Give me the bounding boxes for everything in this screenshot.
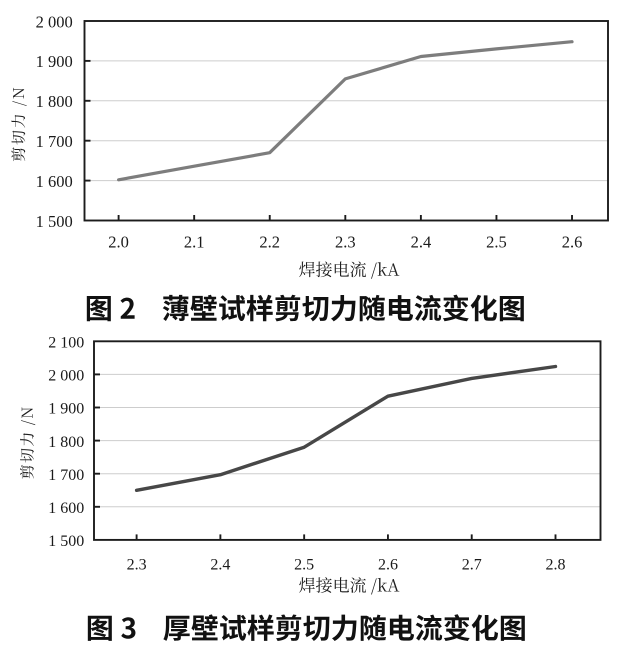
x-tick-label: 2.8 — [546, 557, 566, 574]
y-tick-label: 1 700 — [36, 132, 73, 151]
data-series-line — [134, 364, 558, 493]
x-tick-labels: 2.0 2.1 2.2 2.3 2.4 2.5 2.6 — [108, 232, 582, 251]
plot-frame — [83, 20, 609, 222]
x-tick-label: 2.3 — [127, 557, 147, 574]
x-tick-label: 2.1 — [184, 232, 205, 251]
y-tick-label: 2 000 — [36, 12, 73, 31]
x-tick-label: 2.5 — [294, 557, 314, 574]
y-tick-label: 1 700 — [48, 467, 84, 484]
y-tick-label: 1 900 — [48, 401, 84, 418]
figure-caption — [87, 614, 525, 642]
x-tick-label: 2.6 — [562, 232, 583, 251]
y-tick-label: 1 500 — [48, 533, 84, 550]
axis-ticks — [84, 59, 573, 221]
y-tick-label: 1 900 — [36, 52, 73, 71]
y-tick-label: 1 600 — [36, 172, 73, 191]
x-axis-title — [299, 261, 400, 279]
x-tick-label: 2.6 — [378, 557, 398, 574]
x-tick-label: 2.2 — [259, 232, 280, 251]
x-tick-label: 2.3 — [335, 232, 356, 251]
y-tick-label: 2 000 — [48, 368, 84, 385]
y-tick-label: 2 100 — [48, 335, 84, 352]
data-series-line — [116, 40, 574, 182]
y-axis-title-group — [11, 87, 27, 162]
y-tick-label: 1 600 — [48, 500, 84, 517]
y-axis-title — [11, 87, 27, 162]
x-tick-label: 2.4 — [411, 232, 432, 251]
x-axis-title — [299, 577, 400, 595]
axis-ticks — [94, 373, 557, 540]
gridlines — [94, 373, 601, 508]
x-tick-label: 2.5 — [486, 232, 507, 251]
figure-3-thick-wall-chart: 1 500 1 600 1 700 1 800 1 900 2 000 2 100 2.3 2.… — [0, 320, 618, 651]
x-tick-label: 2.0 — [108, 232, 129, 251]
gridlines — [84, 60, 608, 182]
y-tick-label: 1 800 — [36, 92, 73, 111]
y-tick-label: 1 500 — [36, 212, 73, 231]
figure-2-thin-wall-chart: 1 500 1 600 1 700 1 800 1 900 2 000 2.0 2.1 2.2 2… — [11, 12, 609, 322]
y-axis-title-group — [19, 407, 36, 479]
y-tick-labels: 1 500 1 600 1 700 1 800 1 900 2 000 2 100 — [48, 335, 84, 551]
y-axis-title — [19, 407, 36, 479]
x-tick-label: 2.7 — [462, 557, 482, 574]
figure-caption — [86, 294, 524, 322]
x-tick-labels: 2.3 2.4 2.5 2.6 2.7 2.8 — [127, 557, 566, 574]
x-tick-label: 2.4 — [210, 557, 230, 574]
y-tick-label: 1 800 — [48, 434, 84, 451]
y-tick-labels: 1 500 1 600 1 700 1 800 1 900 2 000 — [36, 12, 73, 231]
